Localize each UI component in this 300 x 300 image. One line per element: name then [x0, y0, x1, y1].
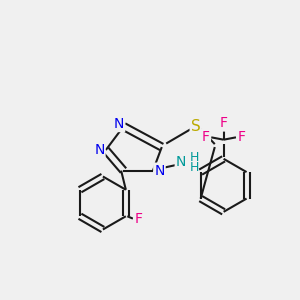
- Text: F: F: [237, 130, 245, 144]
- Text: N: N: [94, 143, 104, 157]
- Text: H: H: [190, 151, 199, 164]
- Text: F: F: [220, 116, 228, 130]
- Text: H: H: [190, 161, 199, 174]
- Text: S: S: [191, 119, 200, 134]
- Text: N: N: [176, 155, 186, 169]
- Text: F: F: [134, 212, 142, 226]
- Text: N: N: [114, 117, 124, 131]
- Text: F: F: [202, 130, 210, 144]
- Text: N: N: [154, 164, 165, 178]
